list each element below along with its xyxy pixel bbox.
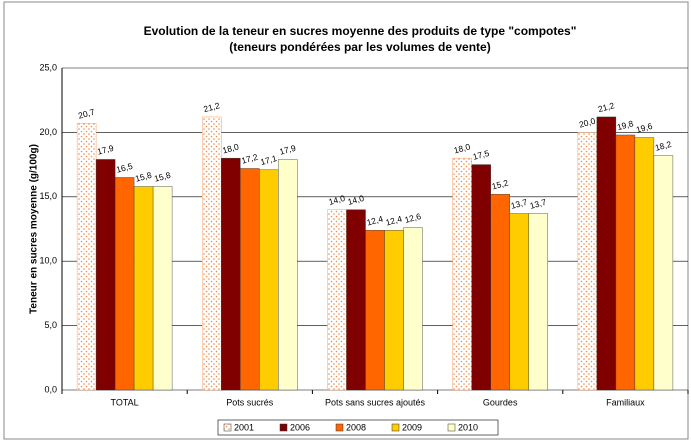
- value-label: 20,7: [77, 107, 96, 121]
- y-tick-label: 25,0: [39, 62, 57, 72]
- bar: [346, 209, 366, 391]
- legend-label: 2010: [458, 422, 478, 432]
- value-label: 18,0: [453, 141, 472, 155]
- value-label: 15,2: [491, 177, 510, 191]
- value-label: 21,2: [202, 100, 221, 114]
- x-tick-label: Pots sucrés: [226, 397, 274, 407]
- bar: [278, 159, 298, 391]
- y-axis-label: Teneur en sucres moyenne (g/100g): [29, 144, 40, 314]
- chart-subtitle: (teneurs pondérées par les volumes de ve…: [229, 40, 490, 54]
- value-label: 14,0: [328, 193, 347, 207]
- bar: [490, 194, 510, 391]
- y-tick-label: 10,0: [39, 256, 57, 266]
- bar: [653, 155, 674, 391]
- bar: [76, 123, 97, 391]
- legend-swatch: [223, 423, 232, 432]
- value-label: 17,9: [278, 143, 297, 157]
- bar: [221, 157, 241, 391]
- value-label: 13,7: [529, 197, 548, 211]
- y-tick-label: 20,0: [39, 127, 57, 137]
- bar: [452, 157, 472, 391]
- legend-swatch: [335, 423, 344, 432]
- bar: [403, 227, 423, 391]
- value-label: 19,6: [635, 121, 654, 135]
- bar: [596, 116, 617, 391]
- legend-swatch: [391, 423, 400, 432]
- bar: [152, 186, 173, 391]
- legend-label: 2009: [402, 422, 422, 432]
- legend-box: [217, 419, 499, 436]
- value-label: 18,0: [221, 141, 240, 155]
- bar: [259, 169, 279, 391]
- y-tick-label: 15,0: [39, 191, 57, 201]
- bar: [202, 116, 222, 391]
- value-label: 12,4: [366, 214, 385, 228]
- legend-label: 2001: [234, 422, 254, 432]
- legend-label: 2008: [346, 422, 366, 432]
- bar: [634, 137, 655, 391]
- value-label: 20,0: [578, 116, 597, 130]
- bar: [577, 132, 598, 391]
- value-label: 17,2: [240, 152, 259, 166]
- y-tick-label: 0,0: [44, 384, 57, 394]
- x-tick-label: TOTAL: [111, 397, 139, 407]
- bar: [240, 168, 260, 391]
- x-tick-label: Gourdes: [483, 397, 518, 407]
- value-label: 13,7: [510, 197, 529, 211]
- value-label: 12,4: [385, 214, 404, 228]
- bar: [509, 213, 529, 391]
- value-label: 16,5: [115, 161, 134, 175]
- legend-swatch: [447, 423, 456, 432]
- bar: [471, 164, 491, 391]
- bar: [133, 186, 154, 391]
- bar: [528, 213, 548, 391]
- bar: [114, 177, 135, 391]
- value-label: 12,6: [404, 211, 423, 225]
- value-label: 21,2: [597, 100, 616, 114]
- bar: [615, 134, 636, 391]
- value-label: 15,8: [134, 170, 153, 184]
- bar: [384, 230, 404, 391]
- value-label: 18,2: [654, 139, 673, 153]
- y-tick-label: 5,0: [44, 320, 57, 330]
- value-label: 14,0: [347, 193, 366, 207]
- chart-title: Evolution de la teneur en sucres moyenne…: [144, 24, 577, 38]
- value-label: 17,9: [96, 143, 115, 157]
- value-label: 17,1: [259, 153, 278, 167]
- x-tick-label: Familiaux: [606, 397, 645, 407]
- bar: [95, 159, 116, 391]
- bar: [327, 209, 347, 391]
- value-label: 15,8: [153, 170, 172, 184]
- value-label: 17,5: [472, 148, 491, 162]
- x-tick-label: Pots sans sucres ajoutés: [325, 397, 426, 407]
- bar: [365, 230, 385, 391]
- legend-label: 2006: [290, 422, 310, 432]
- value-label: 19,8: [616, 118, 635, 132]
- legend-swatch: [279, 423, 288, 432]
